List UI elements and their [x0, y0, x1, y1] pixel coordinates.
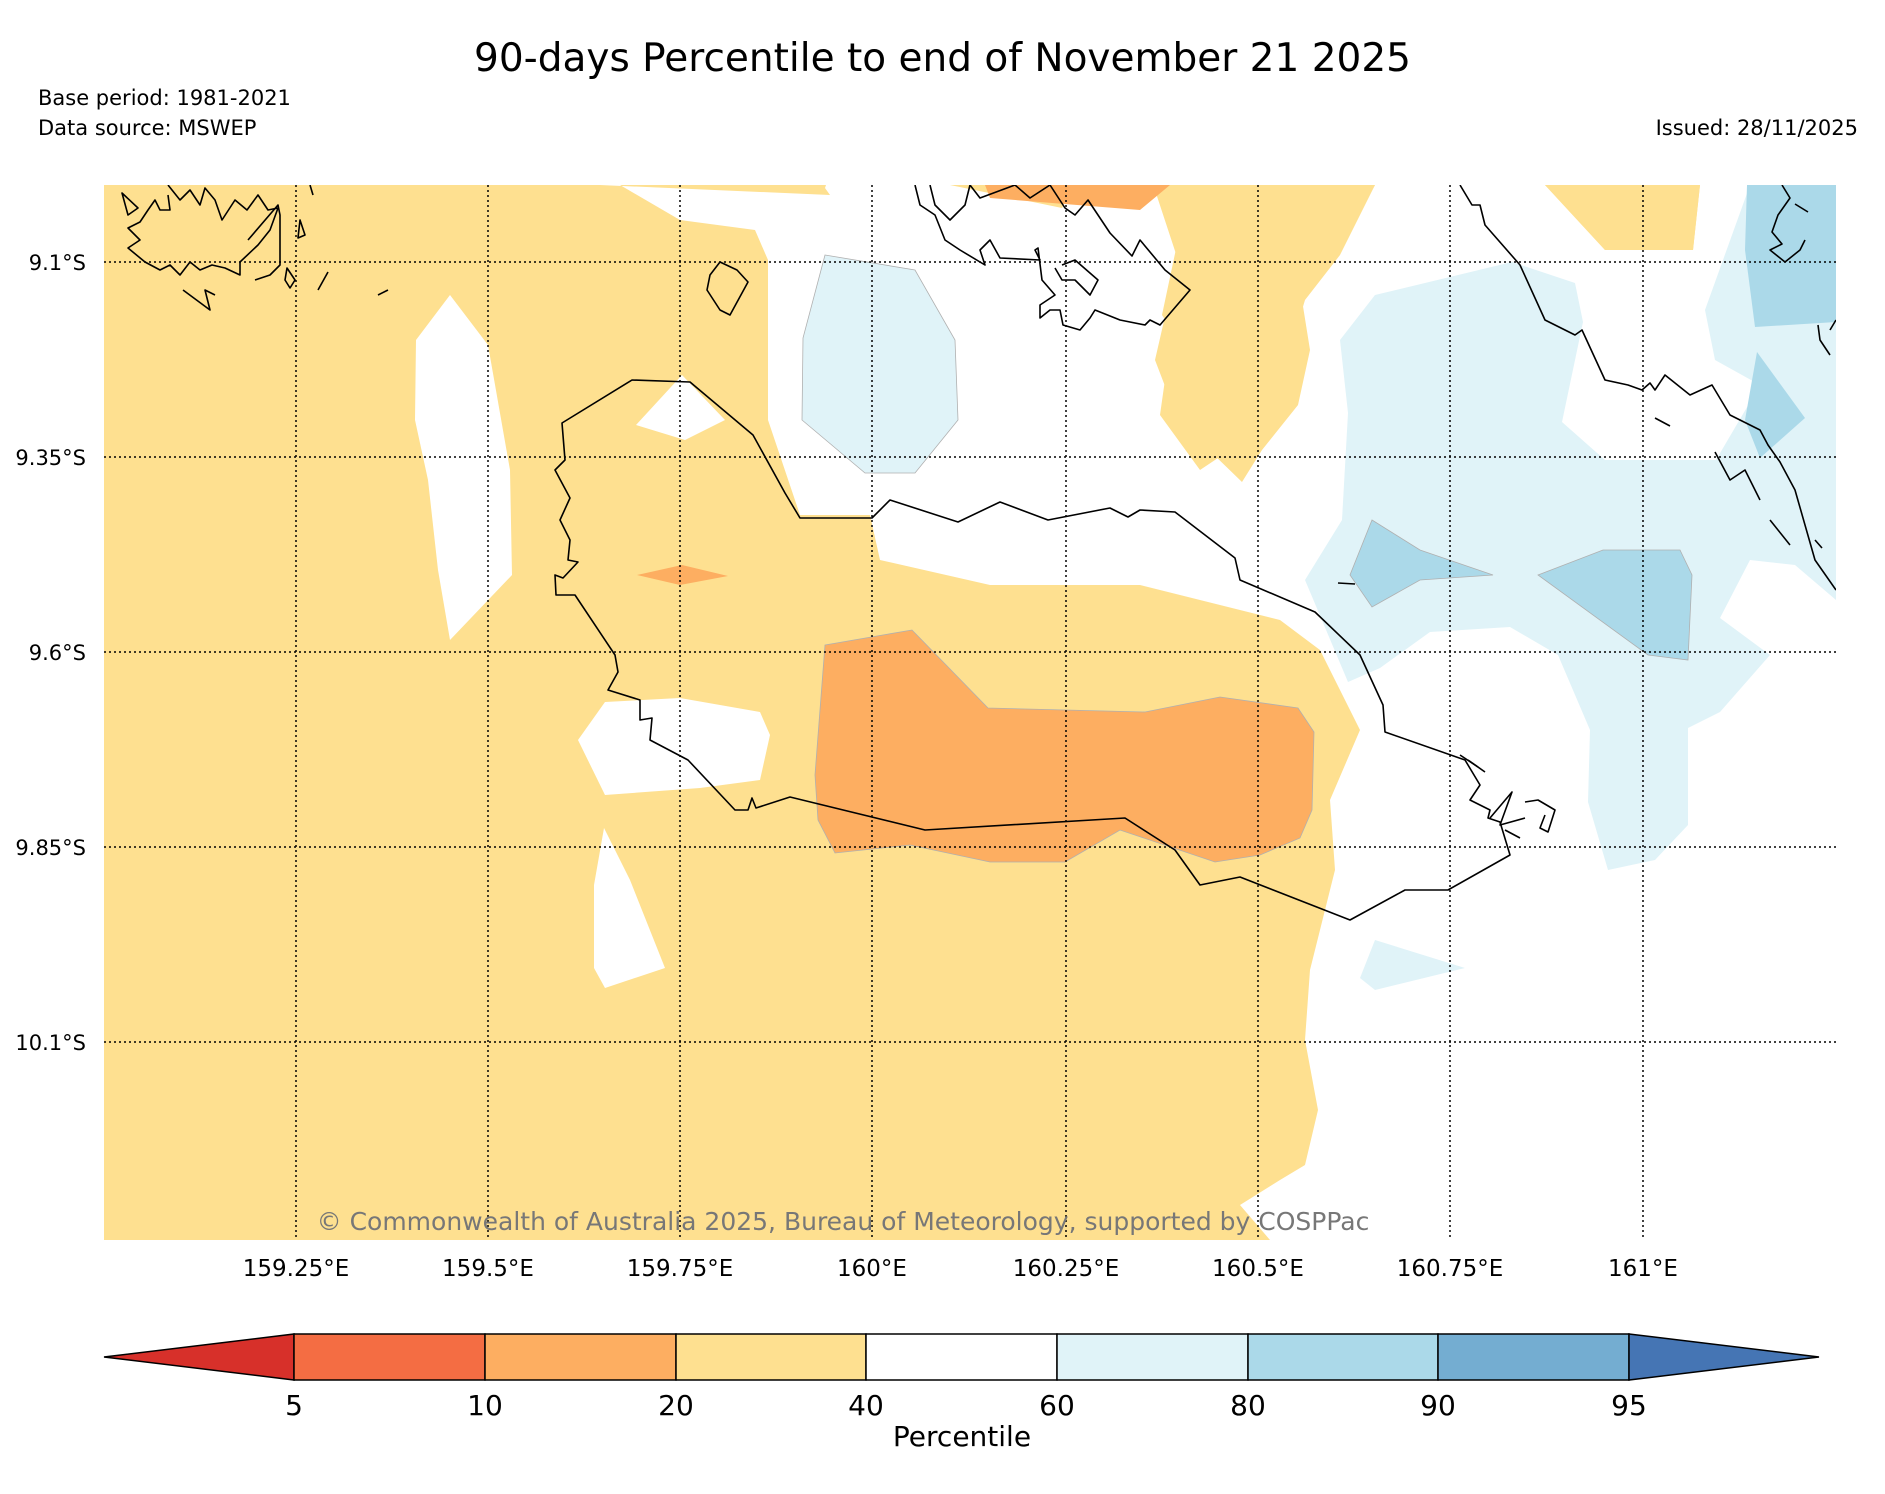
coastline-russell-islet-8	[309, 185, 314, 196]
issued-date: Issued: 28/11/2025	[1655, 116, 1858, 140]
coastline-malaita-north-2	[1794, 203, 1809, 213]
region-20-40-north	[826, 185, 1375, 470]
colorbar-60-80	[1056, 1333, 1249, 1381]
region-10-20-north	[985, 185, 1170, 210]
colorbar-above-95	[1628, 1333, 1820, 1381]
region-80-90-center	[1350, 520, 1493, 607]
colorbar-80-90	[1247, 1333, 1439, 1381]
graticule	[104, 185, 1836, 1240]
region-borders	[801, 254, 1693, 863]
lat-label-10-1: 10.1°S	[15, 1031, 86, 1055]
coastline-east-islet-4	[1459, 754, 1479, 768]
region-20-40-northeast	[1545, 185, 1700, 250]
region-60-80-west	[802, 255, 958, 473]
lat-label-9-1: 9.1°S	[29, 251, 86, 275]
data-source-note: Data source: MSWEP	[38, 116, 257, 140]
colorbar-tick-80: 80	[1230, 1389, 1266, 1422]
region-10-20-central	[815, 630, 1314, 862]
map-plot-area: © Commonwealth of Australia 2025, Bureau…	[104, 185, 1836, 1240]
colorbar-40-60	[865, 1333, 1058, 1381]
coastline-malaita-islet-5	[1769, 519, 1791, 546]
colorbar-tick-20: 20	[658, 1389, 694, 1422]
region-40-60-pocket-4	[594, 828, 665, 988]
colorbar-5-10	[293, 1333, 486, 1381]
coastline-east-islet-3	[1504, 829, 1521, 839]
lat-label-9-35: 9.35°S	[15, 446, 86, 470]
region-60-80-south	[1360, 940, 1465, 990]
coastlines	[121, 185, 1836, 921]
lat-label-9-85: 9.85°S	[15, 836, 86, 860]
colorbar-tick-60: 60	[1039, 1389, 1075, 1422]
coastline-russell-islet-5	[297, 219, 306, 239]
coastline-malaita-north-1	[1769, 185, 1806, 263]
lon-label-160-75: 160.75°E	[1397, 1256, 1504, 1282]
colorbar-ticks: 5 10 20 40 60 80 90 95 Percentile	[285, 1389, 1647, 1453]
colorbar-tick-10: 10	[467, 1389, 503, 1422]
region-10-20-small	[637, 565, 728, 585]
region-60-80-east	[1305, 185, 1836, 870]
colorbar-tick-90: 90	[1420, 1389, 1456, 1422]
colorbar-90-95	[1437, 1333, 1630, 1381]
coastline-islet-1	[1337, 582, 1356, 585]
lon-label-160-5: 160.5°E	[1212, 1256, 1304, 1282]
colorbar-tick-5: 5	[285, 1389, 303, 1422]
coastline-russell-islet-3	[182, 289, 216, 311]
coastline-russell-islet-7	[377, 289, 389, 296]
coastline-florida-islands	[914, 185, 1191, 331]
coastline-malaita-islet-1	[1817, 324, 1831, 356]
colorbar-title: Percentile	[893, 1420, 1031, 1453]
longitude-labels: 159.25°E 159.5°E 159.75°E 160°E 160.25°E…	[243, 1256, 1678, 1282]
lon-label-160: 160°E	[837, 1256, 907, 1282]
latitude-labels: 9.1°S 9.35°S 9.6°S 9.85°S 10.1°S	[15, 251, 86, 1055]
coastline-malaita-islet-4	[1714, 451, 1761, 501]
colorbar-below-5	[103, 1333, 295, 1381]
lon-label-159-75: 159.75°E	[627, 1256, 734, 1282]
colorbar-20-40	[675, 1333, 867, 1381]
region-80-90-southeast	[1538, 550, 1692, 660]
colorbar	[103, 1333, 1820, 1381]
coastline-russell-islet-1	[121, 192, 139, 216]
lon-label-161: 161°E	[1608, 1256, 1678, 1282]
coastline-malaita-islet-6	[1814, 539, 1823, 549]
colorbar-10-20	[484, 1333, 677, 1381]
coastline-russell-islet-4	[284, 267, 296, 289]
coastline-russell-islet-6	[317, 271, 329, 291]
colorbar-tick-40: 40	[848, 1389, 884, 1422]
coastline-florida-islet	[1054, 259, 1099, 296]
coastline-small-island	[706, 261, 749, 316]
coastline-russell-islet-2	[247, 204, 281, 281]
coastline-malaita	[1459, 185, 1836, 591]
copyright-notice: © Commonwealth of Australia 2025, Bureau…	[317, 1207, 1370, 1236]
lat-label-9-6: 9.6°S	[29, 641, 86, 665]
region-40-60-pocket-2	[636, 375, 725, 440]
coastline-malaita-islet-2	[1829, 319, 1836, 331]
coastline-guadalcanal	[554, 379, 1511, 921]
lon-label-159-5: 159.5°E	[442, 1256, 534, 1282]
coastline-east-islet-2	[1524, 799, 1556, 833]
lon-label-160-25: 160.25°E	[1013, 1256, 1120, 1282]
map-title: 90-days Percentile to end of November 21…	[474, 36, 1411, 81]
coastline-russell-islands	[127, 185, 279, 276]
region-40-60-pocket-3	[578, 698, 770, 795]
region-80-90-northeast	[1745, 185, 1836, 327]
colorbar-tick-95: 95	[1611, 1389, 1647, 1422]
coastline-malaita-islet-3	[1654, 417, 1671, 427]
base-period-note: Base period: 1981-2021	[38, 86, 291, 110]
coastline-east-islet-1	[1489, 791, 1526, 826]
lon-label-159-25: 159.25°E	[243, 1256, 350, 1282]
